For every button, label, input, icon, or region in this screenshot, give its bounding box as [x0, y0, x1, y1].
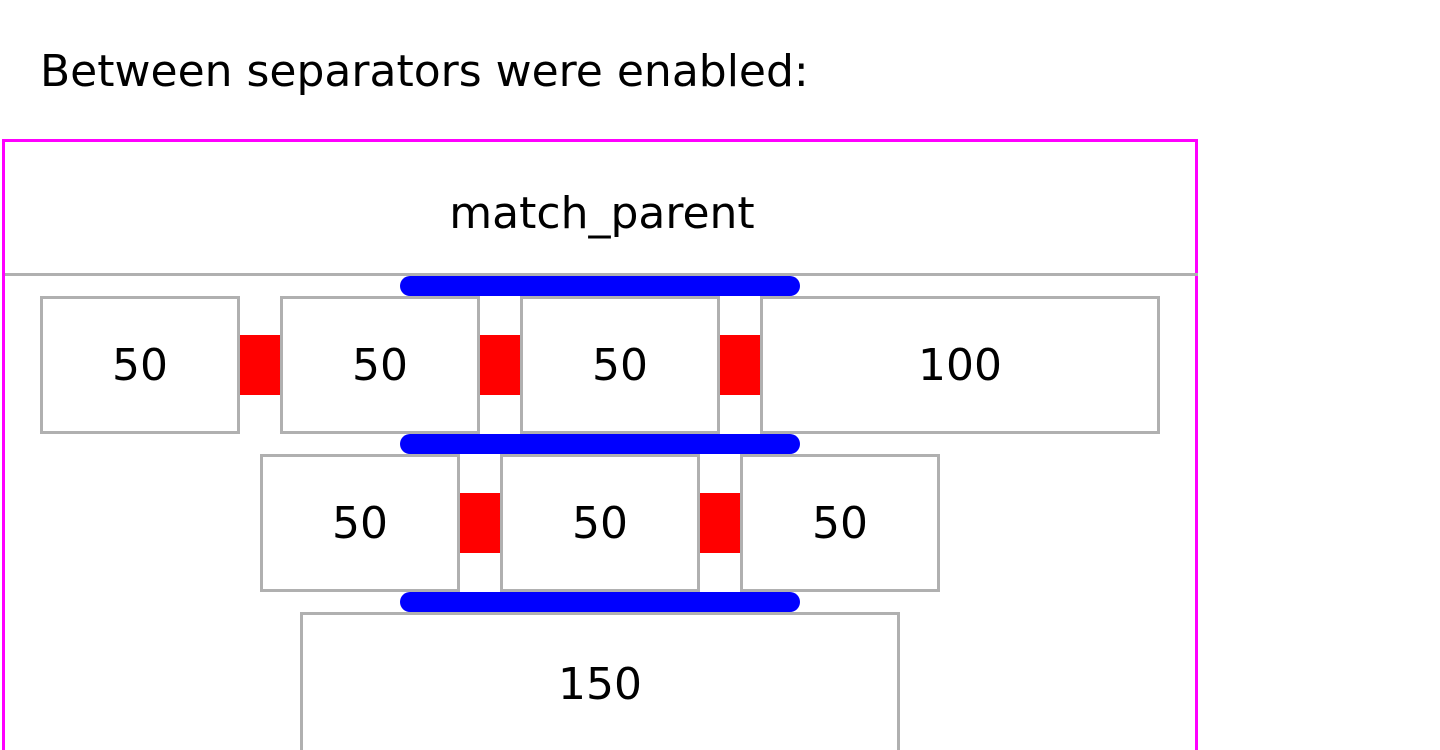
line-separator-top [400, 276, 800, 296]
item-separator [720, 335, 760, 395]
row-3-item-1: 150 [300, 612, 900, 750]
row-1-item-3: 50 [520, 296, 720, 434]
container-header-label: match_parent [449, 188, 755, 239]
row-2-item-1: 50 [260, 454, 460, 592]
header-divider [5, 273, 1198, 276]
row-2-item-3: 50 [740, 454, 940, 592]
item-separator [480, 335, 520, 395]
item-separator [460, 493, 500, 553]
row-1-item-2: 50 [280, 296, 480, 434]
page-heading: Between separators were enabled: [40, 46, 809, 97]
row-1-item-1: 50 [40, 296, 240, 434]
row-2-item-2: 50 [500, 454, 700, 592]
item-separator [700, 493, 740, 553]
line-separator-between-row-1-2 [400, 434, 800, 454]
row-1-item-4: 100 [760, 296, 1160, 434]
item-separator [240, 335, 280, 395]
container-frame: match_parent [2, 139, 1198, 750]
line-separator-between-row-2-3 [400, 592, 800, 612]
